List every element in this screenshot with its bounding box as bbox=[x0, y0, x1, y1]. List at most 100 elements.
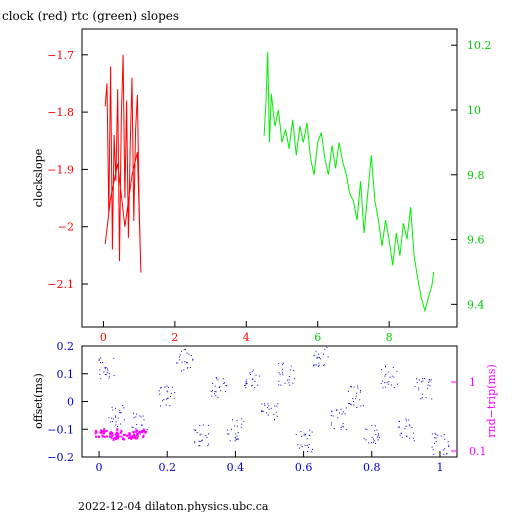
offset-point bbox=[201, 440, 203, 442]
offset-point bbox=[109, 421, 111, 423]
offset-point bbox=[266, 412, 268, 414]
offset-point bbox=[170, 392, 172, 394]
offset-point bbox=[195, 429, 197, 431]
offset-point bbox=[379, 436, 380, 438]
roundtrip-point bbox=[124, 433, 127, 436]
offset-point bbox=[311, 431, 313, 433]
offset-point bbox=[276, 405, 278, 407]
offset-point bbox=[106, 372, 108, 373]
roundtrip-point bbox=[133, 436, 135, 439]
roundtrip-point bbox=[102, 435, 105, 438]
roundtrip-point bbox=[109, 432, 112, 435]
roundtrip-point bbox=[136, 437, 139, 440]
roundtrip-point bbox=[130, 436, 133, 439]
offset-point bbox=[391, 375, 393, 377]
offset-point bbox=[295, 434, 297, 435]
offset-point bbox=[350, 386, 352, 388]
offset-point bbox=[100, 378, 102, 380]
offset-point bbox=[235, 433, 237, 435]
roundtrip-point bbox=[135, 429, 138, 432]
offset-point bbox=[288, 382, 290, 384]
offset-point bbox=[335, 409, 337, 411]
bottom-left-y-tick-label: −0.1 bbox=[47, 423, 74, 436]
offset-point bbox=[245, 387, 247, 389]
offset-point bbox=[166, 385, 168, 387]
offset-point bbox=[226, 385, 228, 387]
offset-point bbox=[206, 436, 208, 438]
offset-point bbox=[241, 418, 243, 420]
bottom-scatter-points bbox=[94, 347, 450, 455]
offset-point bbox=[289, 384, 291, 386]
offset-point bbox=[372, 441, 374, 443]
offset-point bbox=[396, 370, 398, 372]
offset-point bbox=[342, 423, 344, 425]
roundtrip-point bbox=[119, 431, 122, 434]
offset-point bbox=[435, 437, 437, 439]
offset-point bbox=[308, 443, 310, 445]
bottom-x-ticks: 0 0.2 0.4 0.6 0.8 1 bbox=[96, 451, 443, 474]
offset-point bbox=[447, 441, 449, 443]
offset-point bbox=[422, 378, 424, 380]
offset-point bbox=[113, 357, 115, 359]
offset-point bbox=[434, 442, 435, 444]
offset-point bbox=[164, 386, 166, 388]
offset-point bbox=[385, 373, 387, 375]
offset-point bbox=[377, 439, 379, 441]
offset-point bbox=[340, 408, 342, 410]
offset-point bbox=[345, 407, 347, 409]
offset-point bbox=[409, 437, 411, 439]
offset-point bbox=[432, 449, 434, 451]
offset-point bbox=[220, 390, 222, 392]
offset-point bbox=[282, 374, 284, 376]
roundtrip-point bbox=[110, 436, 113, 439]
offset-point bbox=[448, 444, 450, 446]
offset-point bbox=[216, 378, 218, 380]
offset-point bbox=[100, 357, 102, 359]
offset-point bbox=[413, 440, 415, 442]
offset-point bbox=[251, 378, 253, 380]
offset-point bbox=[359, 390, 361, 392]
offset-point bbox=[375, 442, 376, 444]
offset-point bbox=[104, 367, 106, 369]
offset-point bbox=[254, 387, 256, 389]
offset-point bbox=[143, 419, 145, 421]
offset-point bbox=[308, 446, 309, 448]
offset-point bbox=[111, 417, 113, 419]
offset-point bbox=[199, 440, 201, 442]
offset-point bbox=[133, 412, 134, 414]
offset-point bbox=[108, 417, 110, 419]
offset-point bbox=[429, 385, 431, 387]
offset-point bbox=[434, 437, 436, 439]
roundtrip-point bbox=[115, 438, 117, 441]
offset-point bbox=[133, 417, 135, 419]
offset-point bbox=[119, 412, 121, 414]
offset-point bbox=[282, 368, 284, 370]
offset-point bbox=[163, 399, 165, 401]
top-left-y-tick-label: −1.8 bbox=[47, 106, 74, 119]
offset-point bbox=[255, 374, 257, 376]
offset-point bbox=[445, 453, 447, 455]
offset-point bbox=[388, 371, 390, 373]
offset-point bbox=[349, 402, 351, 404]
roundtrip-point bbox=[132, 434, 135, 437]
offset-point bbox=[235, 438, 237, 440]
offset-point bbox=[431, 433, 433, 435]
offset-point bbox=[314, 364, 316, 366]
offset-point bbox=[214, 390, 216, 392]
top-left-y-tick-label: −2 bbox=[58, 221, 74, 234]
offset-point bbox=[251, 385, 253, 387]
offset-point bbox=[106, 368, 108, 370]
offset-point bbox=[108, 375, 110, 377]
bottom-left-y-tick-label: 0.2 bbox=[57, 340, 75, 353]
offset-point bbox=[324, 348, 326, 350]
offset-point bbox=[399, 434, 401, 436]
offset-point bbox=[371, 436, 373, 438]
offset-point bbox=[290, 365, 292, 367]
bottom-x-tick-label: 0 bbox=[96, 461, 103, 474]
roundtrip-point bbox=[143, 430, 145, 433]
roundtrip-point bbox=[137, 432, 140, 435]
top-x-tick-label: 6 bbox=[314, 331, 321, 344]
offset-point bbox=[424, 378, 426, 379]
top-x-ticks: 0 2 4 6 8 bbox=[100, 321, 393, 344]
offset-point bbox=[142, 415, 144, 417]
